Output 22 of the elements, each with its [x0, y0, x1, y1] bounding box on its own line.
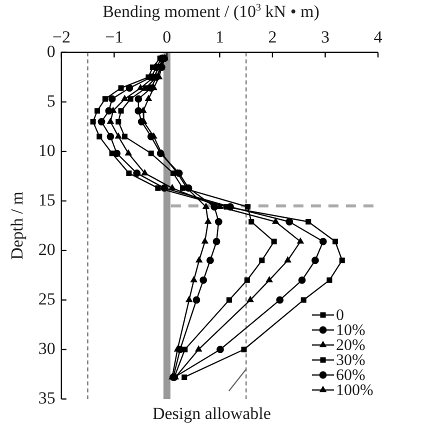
x-tick-label: 3 — [320, 28, 330, 47]
legend-label: 10% — [336, 322, 366, 340]
y-tick-label: 20 — [38, 240, 56, 259]
y-tick-label: 25 — [38, 289, 56, 308]
legend-label: 100% — [336, 382, 374, 400]
y-tick-label: 10 — [38, 140, 56, 160]
y-tick-label: 35 — [38, 388, 56, 408]
y-tick-label: 5 — [46, 91, 56, 110]
x-tick-label: 1 — [215, 28, 224, 47]
legend-label: 30% — [336, 352, 366, 370]
y-axis-title: Depth / m — [8, 192, 27, 260]
x-tick-label: −1 — [105, 28, 124, 47]
annotation: Design allowable — [152, 404, 271, 423]
legend-label: 0 — [336, 307, 344, 324]
x-tick-label: 2 — [268, 28, 277, 47]
y-tick-label: 15 — [38, 190, 56, 210]
x-axis-title: Bending moment / (10$^{3}$ kN • m) — [102, 2, 320, 22]
legend-label: 20% — [336, 337, 366, 354]
legend-label: 60% — [336, 367, 366, 384]
y-tick-label: 30 — [38, 338, 56, 358]
x-tick-label: 0 — [162, 28, 172, 47]
x-tick-label: 4 — [374, 28, 383, 47]
